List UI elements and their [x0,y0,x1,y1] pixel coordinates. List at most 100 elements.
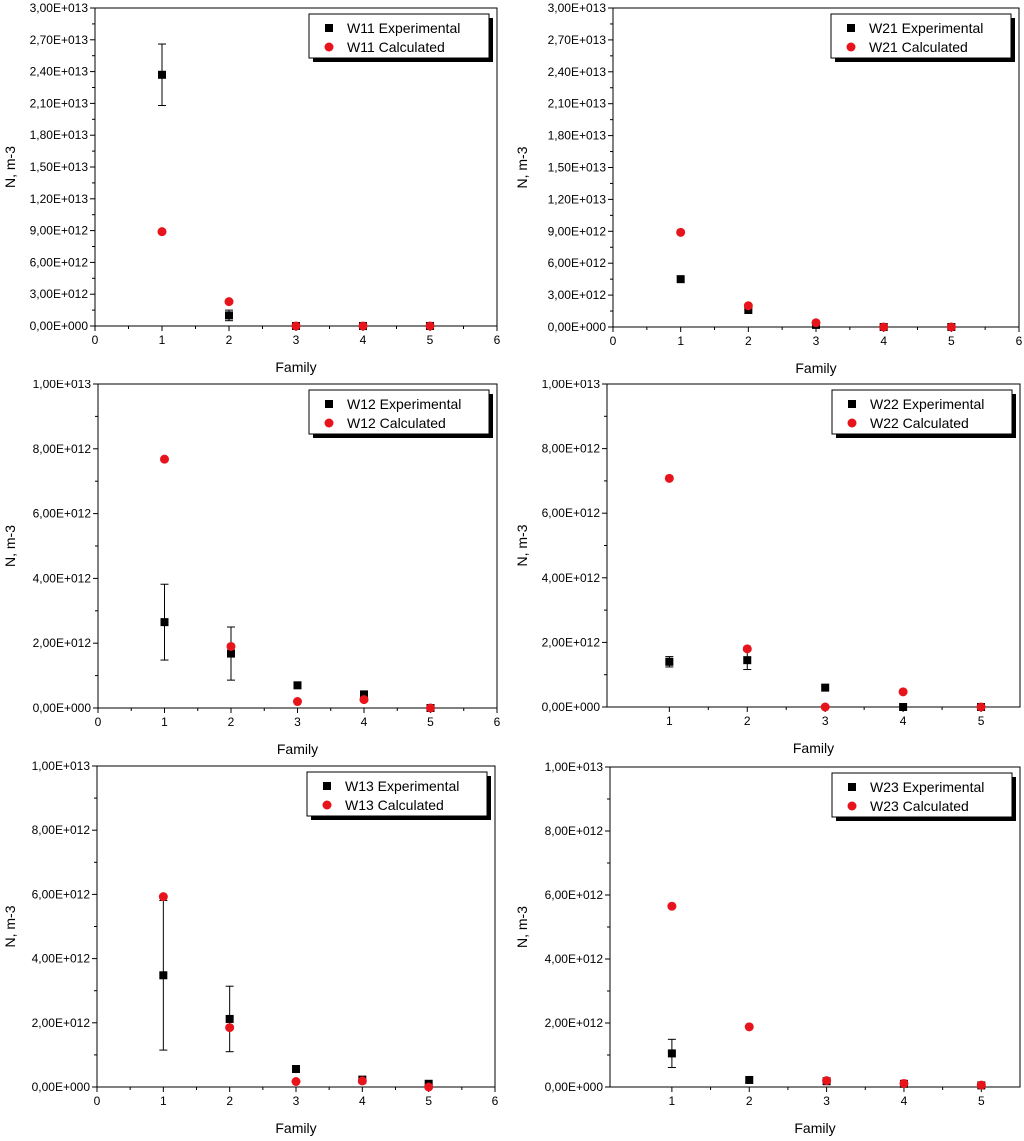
y-tick-label: 6,00E+012 [32,887,91,901]
legend-box [830,13,1012,59]
y-tick-label: 1,80E+013 [548,129,607,143]
experimental-point [360,690,368,699]
experimental-point [225,311,233,320]
calculated-point [664,473,674,483]
x-tick-label: 2 [226,333,233,347]
calculated-point [158,892,168,902]
x-tick-label: 3 [293,333,300,347]
calculated-point [157,227,167,237]
calculated-point [291,321,301,331]
y-tick-label: 4,00E+012 [545,952,604,966]
y-tick-label: 2,40E+013 [30,65,89,79]
experimental-point [227,649,235,658]
y-tick-label: 8,00E+012 [545,824,604,838]
calculated-point [667,901,677,911]
experimental-point [743,656,752,665]
experimental-point [293,681,302,690]
legend-experimental-marker [848,400,856,408]
legend-calculated-marker [846,42,856,52]
calculated-point [744,1022,754,1032]
legend-experimental-label: W23 Experimental [870,779,984,795]
calculated-point [358,321,368,331]
y-tick-label: 1,80E+013 [30,128,89,142]
x-axis-title: Family [275,1120,316,1136]
y-axis-title: N, m-3 [514,146,530,188]
chart-svg: 0,00E+000 3,00E+012 6,00E+012 9,00E+012 1,20… [514,1,1023,376]
y-tick-label: 2,10E+013 [548,97,607,111]
y-tick-label: 1,50E+013 [30,160,89,174]
x-axis-title: Family [275,359,316,375]
y-tick-label: 8,00E+012 [542,442,601,456]
x-tick-label: 3 [822,714,829,728]
legend-experimental-marker [847,24,855,32]
x-tick-label: 0 [95,715,102,729]
chart-svg: 0,00E+000 2,00E+012 4,00E+012 6,00E+012 8,00… [514,760,1021,1136]
calculated-point [811,318,821,328]
y-tick-label: 1,20E+013 [30,192,89,206]
y-tick-label: 9,00E+012 [548,224,607,238]
y-tick-label: 2,00E+012 [545,1016,604,1030]
x-axis-title: Family [277,741,318,757]
y-tick-label: 2,10E+013 [30,96,89,110]
legend-experimental-label: W11 Experimental [347,20,460,36]
x-tick-label: 1 [669,1094,676,1108]
x-tick-label: 2 [744,714,751,728]
y-tick-label: 2,00E+012 [32,1016,91,1030]
y-tick-label: 1,00E+013 [32,759,91,773]
experimental-point [665,657,674,666]
experimental-point [159,971,168,980]
x-axis-title: Family [793,740,834,756]
y-tick-label: 0,00E+000 [33,701,92,715]
x-tick-label: 3 [294,715,301,729]
x-tick-label: 3 [293,1094,300,1108]
experimental-point [158,70,166,79]
legend-experimental-label: W13 Experimental [345,778,459,794]
calculated-point [820,702,830,712]
calculated-point [225,1023,235,1033]
legend-calculated-label: W21 Calculated [869,39,968,55]
y-tick-label: 2,00E+012 [542,635,601,649]
experimental-point [292,1065,300,1074]
y-tick-label: 2,40E+013 [548,65,607,79]
y-tick-label: 2,70E+013 [548,33,607,47]
calculated-point [976,702,986,712]
calculated-point [899,1078,909,1088]
y-tick-label: 0,00E+000 [548,320,607,334]
legend-experimental-label: W21 Experimental [869,20,983,36]
legend-experimental-marker [848,783,856,791]
calculated-point [226,641,236,651]
calculated-point [426,703,435,713]
x-tick-label: 4 [880,334,887,348]
y-tick-label: 6,00E+012 [548,256,607,270]
x-tick-label: 4 [359,1094,366,1108]
experimental-point [821,683,830,692]
legend-calculated-label: W13 Calculated [345,797,444,813]
y-tick-label: 1,00E+013 [542,380,601,391]
chart-panel-5: 0,00E+000 2,00E+012 4,00E+012 6,00E+012 8,00… [0,758,512,1136]
chart-panel-3: 0,00E+000 2,00E+012 4,00E+012 6,00E+012 8,00… [0,377,512,758]
y-tick-label: 3,00E+012 [30,287,89,301]
chart-svg: 0,00E+000 2,00E+012 4,00E+012 6,00E+012 8,00… [2,377,501,757]
x-tick-label: 4 [361,715,368,729]
y-tick-label: 6,00E+012 [33,507,92,521]
chart-panel-6: 0,00E+000 2,00E+012 4,00E+012 6,00E+012 8,00… [512,758,1024,1136]
x-tick-label: 2 [745,334,752,348]
x-tick-label: 5 [978,714,985,728]
chart-panel-4: 0,00E+000 2,00E+012 4,00E+012 6,00E+012 8,00… [512,377,1024,758]
calculated-point [898,687,908,697]
calculated-point [359,695,369,705]
y-tick-label: 9,00E+012 [30,224,89,238]
y-tick-label: 2,00E+012 [33,636,92,650]
y-tick-label: 4,00E+012 [32,952,91,966]
y-tick-label: 1,00E+013 [33,380,92,391]
y-tick-label: 0,00E+000 [542,700,601,714]
y-axis-title: N, m-3 [514,524,530,566]
legend-calculated-label: W22 Calculated [870,415,969,431]
calculated-point [160,454,169,464]
calculated-point [743,301,753,311]
x-tick-label: 1 [677,334,684,348]
x-tick-label: 1 [161,715,168,729]
experimental-point [225,1014,234,1023]
legend-box [831,389,1013,435]
